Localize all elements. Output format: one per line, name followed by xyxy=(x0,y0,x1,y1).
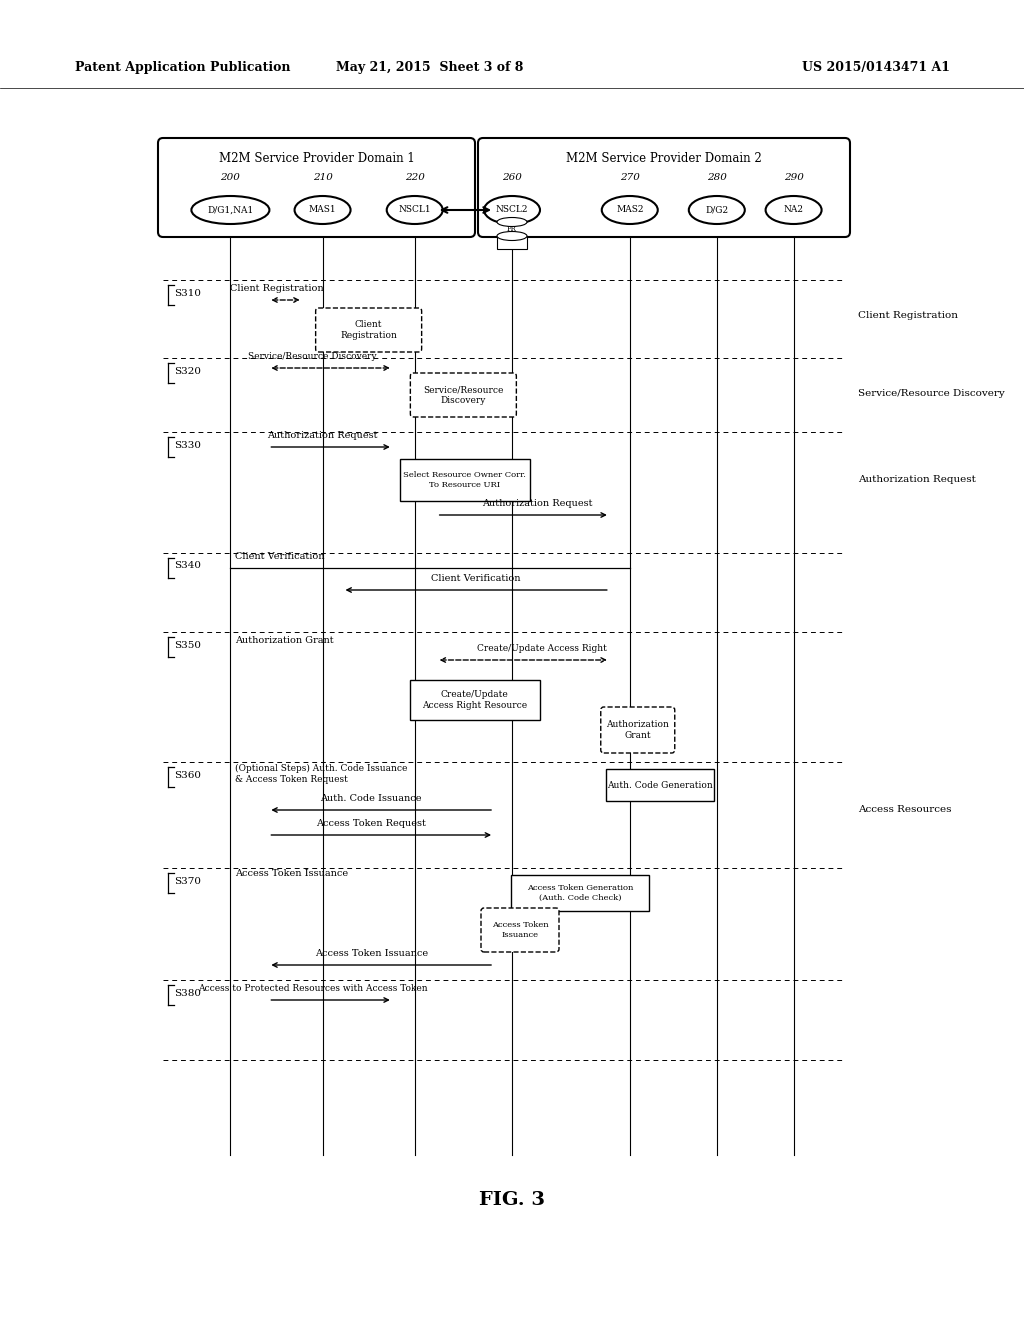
Text: Patent Application Publication: Patent Application Publication xyxy=(75,62,291,74)
Text: US 2015/0143471 A1: US 2015/0143471 A1 xyxy=(802,62,950,74)
Text: 210: 210 xyxy=(312,173,333,182)
Text: FIG. 3: FIG. 3 xyxy=(479,1191,545,1209)
Bar xyxy=(497,236,527,249)
Text: Authorization Request: Authorization Request xyxy=(482,499,593,508)
Bar xyxy=(399,459,529,502)
FancyBboxPatch shape xyxy=(411,374,516,417)
Text: Create/Update Access Right: Create/Update Access Right xyxy=(477,644,607,653)
Text: S310: S310 xyxy=(174,289,201,297)
Text: 200: 200 xyxy=(220,173,241,182)
Text: S340: S340 xyxy=(174,561,201,570)
Text: S380: S380 xyxy=(174,989,201,998)
Text: Service/Resource Discovery: Service/Resource Discovery xyxy=(248,352,377,360)
Text: M2M Service Provider Domain 1: M2M Service Provider Domain 1 xyxy=(219,152,415,165)
FancyBboxPatch shape xyxy=(158,139,475,238)
Text: 220: 220 xyxy=(404,173,425,182)
Text: Access Token
Issuance: Access Token Issuance xyxy=(492,921,548,939)
Text: Authorization Request: Authorization Request xyxy=(858,475,976,484)
Ellipse shape xyxy=(689,195,744,224)
Text: 260: 260 xyxy=(502,173,522,182)
Text: MAS2: MAS2 xyxy=(616,206,643,214)
Text: Service/Resource Discovery: Service/Resource Discovery xyxy=(858,388,1005,397)
Ellipse shape xyxy=(191,195,269,224)
Text: S330: S330 xyxy=(174,441,201,450)
Text: Create/Update
Access Right Resource: Create/Update Access Right Resource xyxy=(422,690,527,710)
Text: NSCL2: NSCL2 xyxy=(496,206,528,214)
Bar xyxy=(511,875,649,911)
Text: Access Token Request: Access Token Request xyxy=(316,818,426,828)
Bar xyxy=(410,680,540,719)
Text: M2M Service Provider Domain 2: M2M Service Provider Domain 2 xyxy=(566,152,762,165)
Text: NA2: NA2 xyxy=(783,206,804,214)
Bar xyxy=(606,770,714,801)
Text: 290: 290 xyxy=(783,173,804,182)
Text: D/G2: D/G2 xyxy=(706,206,728,214)
Text: Access Resources: Access Resources xyxy=(858,805,951,814)
Ellipse shape xyxy=(387,195,442,224)
Ellipse shape xyxy=(295,195,350,224)
Text: (Optional Steps) Auth. Code Issuance: (Optional Steps) Auth. Code Issuance xyxy=(236,764,408,774)
Text: S360: S360 xyxy=(174,771,201,780)
Text: 270: 270 xyxy=(620,173,640,182)
Text: Authorization
Grant: Authorization Grant xyxy=(606,721,670,739)
Text: MAS1: MAS1 xyxy=(309,206,336,214)
Text: Authorization Grant: Authorization Grant xyxy=(236,636,334,645)
Text: May 21, 2015  Sheet 3 of 8: May 21, 2015 Sheet 3 of 8 xyxy=(336,62,523,74)
Text: Authorization Request: Authorization Request xyxy=(267,432,378,440)
Text: & Access Token Request: & Access Token Request xyxy=(236,775,348,784)
Text: Client Verification: Client Verification xyxy=(431,574,521,583)
Text: Client Registration: Client Registration xyxy=(858,310,958,319)
Text: Service/Resource
Discovery: Service/Resource Discovery xyxy=(423,385,504,405)
Text: Select Resource Owner Corr.
To Resource URI: Select Resource Owner Corr. To Resource … xyxy=(403,471,526,488)
Text: D/G1,NA1: D/G1,NA1 xyxy=(207,206,254,214)
Text: Auth. Code Generation: Auth. Code Generation xyxy=(607,780,713,789)
FancyBboxPatch shape xyxy=(481,908,559,952)
Ellipse shape xyxy=(497,231,527,240)
Text: 280: 280 xyxy=(707,173,727,182)
FancyBboxPatch shape xyxy=(478,139,850,238)
FancyBboxPatch shape xyxy=(315,308,422,352)
Text: Client
Registration: Client Registration xyxy=(340,321,397,339)
Text: Client Registration: Client Registration xyxy=(229,284,324,293)
Ellipse shape xyxy=(497,218,527,227)
Text: S350: S350 xyxy=(174,640,201,649)
Text: NSCL1: NSCL1 xyxy=(398,206,431,214)
Text: S370: S370 xyxy=(174,876,201,886)
Ellipse shape xyxy=(602,195,657,224)
Text: PR: PR xyxy=(507,224,517,234)
Text: Access Token Issuance: Access Token Issuance xyxy=(236,869,348,878)
Text: Access Token Issuance: Access Token Issuance xyxy=(314,949,428,958)
Text: Auth. Code Issuance: Auth. Code Issuance xyxy=(321,795,422,803)
Ellipse shape xyxy=(484,195,540,224)
Text: Client Verification: Client Verification xyxy=(236,552,325,561)
Text: Access Token Generation
(Auth. Code Check): Access Token Generation (Auth. Code Chec… xyxy=(526,884,633,902)
FancyBboxPatch shape xyxy=(601,708,675,752)
Text: S320: S320 xyxy=(174,367,201,375)
Text: Access to Protected Resources with Access Token: Access to Protected Resources with Acces… xyxy=(198,983,427,993)
Ellipse shape xyxy=(766,195,821,224)
